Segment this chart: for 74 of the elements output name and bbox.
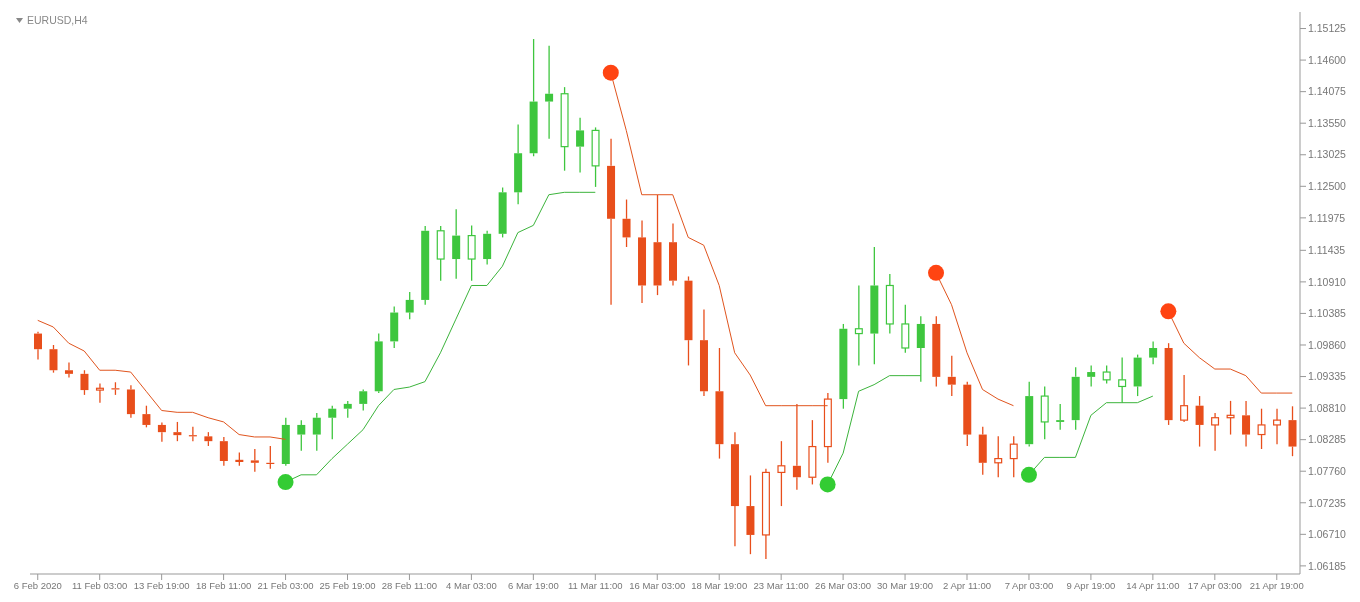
y-tick-label: 1.09335 bbox=[1308, 370, 1347, 383]
x-tick-label: 13 Feb 19:00 bbox=[133, 579, 190, 591]
x-tick-label: 7 Apr 03:00 bbox=[1004, 579, 1054, 591]
candlestick bbox=[854, 284, 863, 367]
x-tick-label: 28 Feb 11:00 bbox=[381, 579, 438, 591]
x-tick-label: 6 Mar 19:00 bbox=[508, 579, 559, 591]
candlestick bbox=[514, 123, 523, 205]
candlestick bbox=[1118, 356, 1127, 404]
point bbox=[602, 64, 619, 81]
candlestick bbox=[699, 308, 708, 397]
candlestick bbox=[1242, 400, 1251, 448]
y-tick-label: 1.08810 bbox=[1308, 401, 1347, 414]
y-tick-label: 1.14600 bbox=[1308, 53, 1347, 66]
y-tick-label: 1.06710 bbox=[1308, 528, 1347, 541]
point bbox=[277, 474, 294, 491]
candlestick bbox=[1180, 374, 1189, 423]
candlestick bbox=[219, 436, 228, 467]
point bbox=[1020, 466, 1037, 483]
x-tick-label: 11 Mar 11:00 bbox=[568, 579, 623, 591]
x-tick-label: 18 Feb 11:00 bbox=[195, 579, 252, 591]
y-tick-label: 1.15125 bbox=[1308, 22, 1347, 35]
y-tick-label: 1.13550 bbox=[1308, 116, 1347, 129]
y-tick-label: 1.12500 bbox=[1308, 180, 1347, 193]
x-tick-label: 25 Feb 19:00 bbox=[319, 579, 376, 591]
candlestick bbox=[761, 468, 770, 560]
x-tick-label: 16 Mar 03:00 bbox=[629, 579, 686, 591]
y-tick-label: 1.14075 bbox=[1308, 85, 1347, 98]
candlestick bbox=[126, 384, 135, 419]
candlestick bbox=[95, 382, 104, 404]
x-tick-label: 6 Feb 2020 bbox=[13, 579, 62, 591]
y-tick-label: 1.10910 bbox=[1308, 275, 1347, 288]
x-tick-label: 14 Apr 11:00 bbox=[1126, 579, 1180, 591]
point bbox=[928, 264, 945, 281]
y-tick-label: 1.10385 bbox=[1308, 307, 1347, 320]
y-tick-label: 1.13025 bbox=[1308, 148, 1347, 161]
point bbox=[1160, 303, 1177, 320]
x-tick-label: 18 Mar 19:00 bbox=[691, 579, 748, 591]
candlestick bbox=[545, 45, 554, 140]
candlestick bbox=[1211, 412, 1220, 452]
y-tick-label: 1.11435 bbox=[1308, 244, 1346, 257]
candlestick bbox=[1149, 340, 1158, 365]
x-tick-label: 11 Feb 03:00 bbox=[72, 579, 128, 591]
x-tick-label: 4 Mar 03:00 bbox=[446, 579, 497, 591]
x-tick-label: 21 Feb 03:00 bbox=[257, 579, 314, 591]
y-tick-label: 1.07235 bbox=[1308, 496, 1347, 509]
candlestick bbox=[483, 230, 492, 266]
candlestick bbox=[452, 208, 461, 280]
candlestick bbox=[607, 138, 616, 306]
y-tick-label: 1.09860 bbox=[1308, 338, 1347, 351]
candlestick bbox=[730, 431, 739, 547]
candlestick bbox=[638, 219, 647, 304]
candlestick bbox=[777, 440, 786, 507]
x-tick-label: 2 Apr 11:00 bbox=[943, 579, 991, 591]
y-tick-label: 1.06185 bbox=[1308, 559, 1347, 572]
candlestick bbox=[669, 222, 677, 287]
candlestick bbox=[870, 246, 879, 365]
y-tick-label: 1.11975 bbox=[1308, 211, 1346, 224]
candlestick bbox=[157, 421, 166, 443]
x-tick-label: 30 Mar 19:00 bbox=[877, 579, 934, 591]
point bbox=[819, 476, 836, 493]
candlestick bbox=[684, 275, 693, 367]
x-tick-label: 21 Apr 19:00 bbox=[1249, 579, 1304, 591]
y-tick-label: 1.08285 bbox=[1308, 433, 1347, 446]
x-tick-label: 9 Apr 19:00 bbox=[1066, 579, 1116, 591]
x-tick-label: 23 Mar 11:00 bbox=[753, 579, 809, 591]
candlestick bbox=[34, 331, 42, 361]
candlestick bbox=[576, 117, 585, 174]
x-tick-label: 26 Mar 03:00 bbox=[815, 579, 872, 591]
candlestick bbox=[746, 474, 755, 555]
candlestick bbox=[1273, 408, 1282, 445]
x-tick-label: 17 Apr 03:00 bbox=[1187, 579, 1242, 591]
y-tick-label: 1.07760 bbox=[1308, 464, 1347, 477]
chart-title: EURUSD,H4 bbox=[27, 14, 88, 26]
candlestick bbox=[64, 361, 73, 379]
